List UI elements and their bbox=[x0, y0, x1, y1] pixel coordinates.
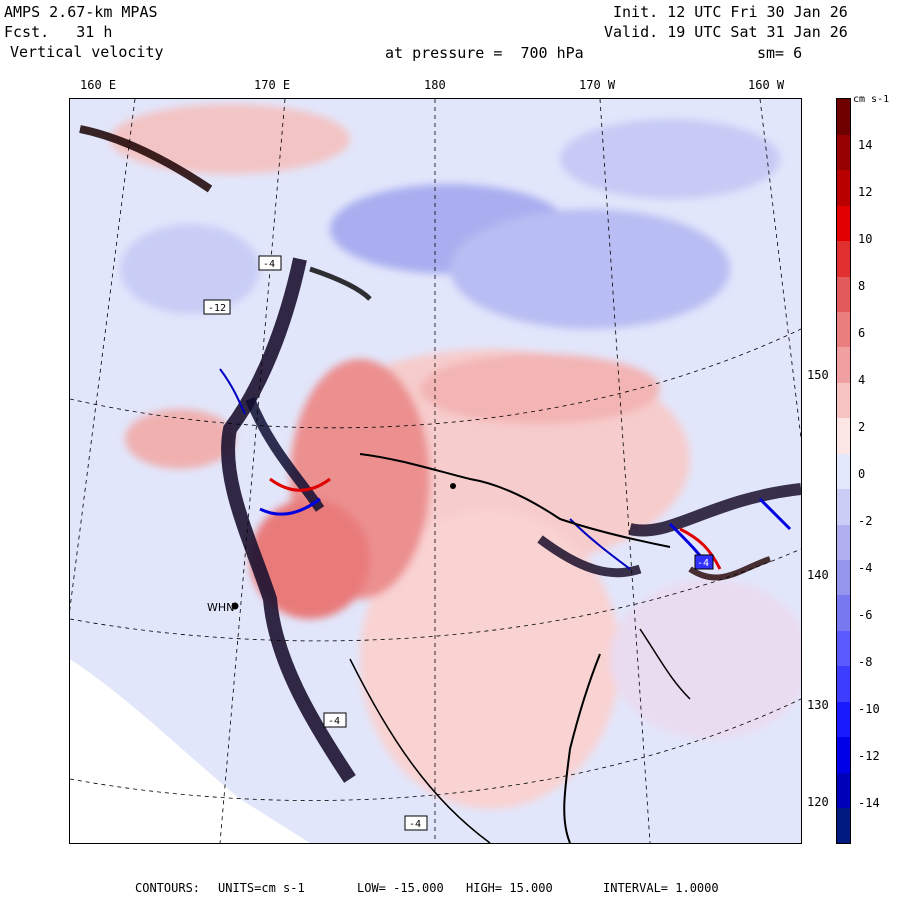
marker-neg4-b: -4 bbox=[328, 716, 340, 727]
value-markers: -4 -12 -4 -4 -4 bbox=[203, 255, 714, 831]
station-whn-label: WHN bbox=[207, 601, 234, 614]
colorbar-segment bbox=[837, 488, 850, 525]
colorbar-segment bbox=[837, 559, 850, 596]
lon-label-170e: 170 E bbox=[254, 78, 291, 92]
colorbar-segment bbox=[837, 347, 850, 383]
sinking-regions bbox=[120, 119, 780, 329]
forecast-value: 31 h bbox=[76, 23, 113, 41]
footer-high: HIGH= 15.000 bbox=[466, 881, 553, 895]
valid-time: Valid. 19 UTC Sat 31 Jan 26 bbox=[604, 23, 848, 41]
footer-interval: INTERVAL= 1.0000 bbox=[603, 881, 719, 895]
footer-low: LOW= -15.000 bbox=[357, 881, 444, 895]
marker-neg4-c: -4 bbox=[409, 819, 421, 830]
colorbar-tick-label: -8 bbox=[858, 655, 873, 669]
lon-label-180: 180 bbox=[424, 78, 446, 92]
coastline-north bbox=[359, 453, 671, 548]
marker-neg4-d: -4 bbox=[697, 558, 709, 569]
footer-contours-label: CONTOURS: bbox=[135, 881, 201, 895]
pressure-label: at pressure = bbox=[385, 44, 503, 62]
mountain-contours bbox=[79, 125, 801, 783]
velocity-streaks bbox=[219, 368, 792, 570]
init-time: Init. 12 UTC Fri 30 Jan 26 bbox=[613, 3, 848, 21]
colorbar-tick-label: 0 bbox=[858, 467, 866, 481]
forecast-hour: Fcst. 31 h bbox=[4, 23, 112, 41]
colorbar-segment bbox=[837, 807, 850, 844]
ice-shelf-edge bbox=[639, 628, 691, 700]
lon-label-160w: 160 W bbox=[748, 78, 785, 92]
coastline-south bbox=[563, 653, 601, 843]
colorbar bbox=[836, 98, 851, 844]
station-whn-dot bbox=[231, 602, 239, 610]
colorbar-segment bbox=[837, 524, 850, 561]
forecast-label: Fcst. bbox=[4, 23, 50, 41]
colorbar-tick-label: 2 bbox=[858, 420, 866, 434]
colorbar-tick-label: 4 bbox=[858, 373, 866, 387]
colorbar-segment bbox=[837, 772, 850, 809]
colorbar-tick-label: -12 bbox=[858, 749, 880, 763]
colorbar-tick-label: -2 bbox=[858, 514, 873, 528]
colorbar-segment bbox=[837, 99, 850, 135]
colorbar-segment bbox=[837, 205, 850, 242]
colorbar-tick-label: 14 bbox=[858, 138, 873, 152]
colorbar-tick-label: -4 bbox=[858, 561, 873, 575]
pressure-value: 700 hPa bbox=[520, 44, 584, 62]
marker-neg4-a: -4 bbox=[263, 259, 275, 270]
field-name: Vertical velocity bbox=[10, 43, 164, 61]
coastline-west bbox=[349, 658, 491, 843]
colorbar-segment bbox=[837, 276, 850, 313]
model-title: AMPS 2.67-km MPAS bbox=[4, 3, 158, 21]
colorbar-tick-label: -6 bbox=[858, 608, 873, 622]
colorbar-tick-label: 10 bbox=[858, 232, 873, 246]
colorbar-segment bbox=[837, 382, 850, 419]
colorbar-tick-label: -14 bbox=[858, 796, 880, 810]
smoothing-label: sm= 6 bbox=[757, 44, 803, 62]
colorbar-segment bbox=[837, 453, 850, 490]
colorbar-segment bbox=[837, 240, 850, 277]
colorbar-segment bbox=[837, 701, 850, 738]
colorbar-segment bbox=[837, 417, 850, 454]
colorbar-segment bbox=[837, 665, 850, 702]
colorbar-tick-label: 6 bbox=[858, 326, 866, 340]
colorbar-segment bbox=[837, 311, 850, 348]
colorbar-segment bbox=[837, 134, 850, 171]
colorbar-tick-label: 12 bbox=[858, 185, 873, 199]
lat-label-130w: 130 W bbox=[806, 698, 845, 712]
map-canvas: WHN -4 -12 -4 -4 -4 bbox=[70, 99, 801, 843]
land-white-area bbox=[70, 659, 310, 843]
colorbar-segment bbox=[837, 595, 850, 631]
lon-label-160e: 160 E bbox=[80, 78, 117, 92]
footer-units: UNITS=cm s-1 bbox=[218, 881, 305, 895]
colorbar-segment bbox=[837, 736, 850, 773]
colorbar-segment bbox=[837, 169, 850, 206]
graticule bbox=[70, 99, 801, 843]
lon-label-170w: 170 W bbox=[579, 78, 616, 92]
colorbar-tick-label: -10 bbox=[858, 702, 880, 716]
colorbar-unit: cm s-1 bbox=[853, 94, 890, 105]
station-dot bbox=[450, 483, 456, 489]
colorbar-segment bbox=[837, 630, 850, 667]
vertical-velocity-map: WHN -4 -12 -4 -4 -4 bbox=[69, 98, 802, 844]
lat-label-140w: 140 W bbox=[806, 568, 845, 582]
pressure-level: at pressure = 700 hPa bbox=[385, 44, 584, 62]
colorbar-tick-label: 8 bbox=[858, 279, 866, 293]
rising-regions bbox=[110, 104, 801, 809]
marker-neg12: -12 bbox=[208, 303, 226, 314]
